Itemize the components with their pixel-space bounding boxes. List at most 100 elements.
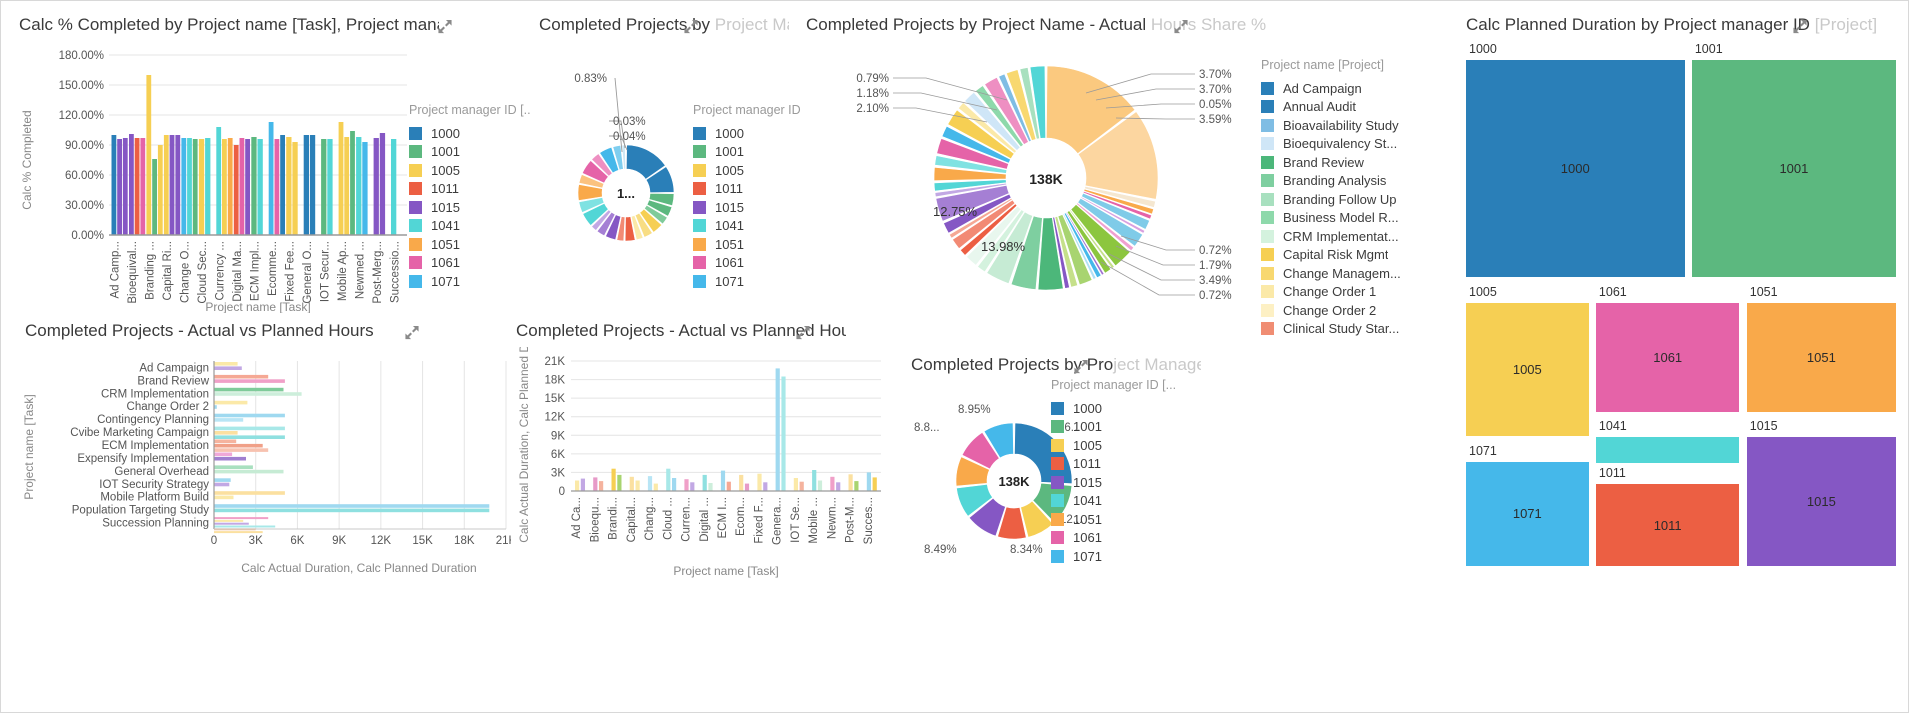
- legend-item[interactable]: 1061: [1051, 529, 1176, 548]
- bar[interactable]: [702, 474, 707, 491]
- bar[interactable]: [214, 392, 302, 396]
- legend-item[interactable]: 1001: [409, 143, 534, 162]
- legend-item[interactable]: 1015: [409, 198, 534, 217]
- bar[interactable]: [214, 522, 249, 525]
- bar[interactable]: [214, 366, 242, 370]
- treemap-cell-body[interactable]: 1000: [1466, 60, 1685, 278]
- bar[interactable]: [848, 474, 853, 491]
- bar[interactable]: [629, 476, 634, 491]
- bar[interactable]: [672, 478, 677, 491]
- treemap-cell-body[interactable]: 1001: [1691, 60, 1896, 278]
- bar[interactable]: [222, 139, 227, 235]
- treemap-cell-body[interactable]: 1071: [1466, 461, 1589, 566]
- bar[interactable]: [690, 482, 695, 491]
- bar[interactable]: [146, 75, 152, 235]
- legend-item[interactable]: Bioavailability Study: [1261, 116, 1401, 135]
- treemap-cell[interactable]: 1001 1001: [1688, 39, 1899, 281]
- expand-icon[interactable]: [404, 325, 420, 340]
- bar[interactable]: [214, 374, 269, 379]
- treemap-cell[interactable]: 1011 1011: [1592, 463, 1743, 569]
- bar[interactable]: [214, 482, 230, 487]
- bar[interactable]: [129, 134, 134, 235]
- bar[interactable]: [214, 517, 269, 520]
- legend-items[interactable]: 1000 1001 1005 1011 1015 1041 1051 1061 1071: [693, 124, 818, 291]
- bar[interactable]: [214, 456, 246, 461]
- bar[interactable]: [793, 478, 798, 491]
- treemap-cell-body[interactable]: 1015: [1746, 437, 1896, 566]
- legend-item[interactable]: Branding Analysis: [1261, 172, 1401, 191]
- bar[interactable]: [214, 405, 217, 409]
- bar[interactable]: [274, 139, 280, 235]
- bar[interactable]: [362, 142, 368, 235]
- bar[interactable]: [214, 519, 244, 522]
- legend-item[interactable]: 1005: [409, 161, 534, 180]
- legend-item[interactable]: 1015: [1051, 473, 1176, 492]
- bar[interactable]: [280, 135, 285, 235]
- bar[interactable]: [245, 139, 250, 235]
- bar[interactable]: [214, 431, 238, 435]
- bar[interactable]: [214, 508, 490, 513]
- legend-item[interactable]: 1000: [409, 124, 534, 143]
- bar-series[interactable]: [111, 75, 397, 235]
- legend-item[interactable]: Capital Risk Mgmt: [1261, 246, 1401, 265]
- legend-item[interactable]: 1005: [693, 161, 818, 180]
- treemap-cell-body[interactable]: 1011: [1595, 484, 1740, 566]
- bar[interactable]: [257, 139, 263, 235]
- legend-item[interactable]: 1015: [693, 198, 818, 217]
- treemap-cell[interactable]: 1061 1061: [1592, 281, 1743, 415]
- legend-item[interactable]: 1071: [1051, 547, 1176, 566]
- bar[interactable]: [214, 469, 284, 474]
- bar[interactable]: [854, 481, 859, 491]
- treemap-cell-body[interactable]: 1051: [1746, 302, 1896, 412]
- legend-item[interactable]: 1011: [1051, 455, 1176, 474]
- legend-item[interactable]: 1000: [1051, 399, 1176, 418]
- bar[interactable]: [303, 135, 309, 235]
- treemap-cell[interactable]: 1071 1071: [1463, 440, 1592, 569]
- bar[interactable]: [781, 376, 786, 492]
- bar[interactable]: [599, 481, 604, 491]
- legend-item[interactable]: 1071: [693, 272, 818, 291]
- bar[interactable]: [214, 418, 244, 422]
- expand-icon[interactable]: [795, 325, 811, 340]
- bar[interactable]: [836, 482, 841, 491]
- bar[interactable]: [214, 362, 238, 366]
- expand-icon[interactable]: [1073, 359, 1089, 374]
- bar[interactable]: [744, 483, 750, 491]
- expand-icon[interactable]: [1792, 19, 1808, 34]
- bar[interactable]: [344, 137, 350, 235]
- bar[interactable]: [726, 481, 731, 491]
- donut-small-svg[interactable]: 0.83% 0.03% 0.04% 1...: [531, 48, 711, 288]
- bar[interactable]: [373, 138, 379, 235]
- bar[interactable]: [391, 139, 397, 235]
- legend-item[interactable]: Branding Follow Up: [1261, 190, 1401, 209]
- bar[interactable]: [653, 483, 658, 491]
- legend-item[interactable]: Clinical Study Star...: [1261, 320, 1401, 339]
- bar[interactable]: [214, 413, 285, 418]
- donut-large-svg[interactable]: 138K 0.79% 1.18% 2.10% 3.70% 3.70% 0.05%…: [821, 38, 1261, 313]
- legend-item[interactable]: 1011: [409, 180, 534, 199]
- expand-icon[interactable]: [1173, 19, 1189, 34]
- bar[interactable]: [214, 495, 234, 500]
- expand-icon[interactable]: [683, 19, 699, 34]
- legend-item[interactable]: Change Managem...: [1261, 264, 1401, 283]
- bar[interactable]: [799, 481, 804, 491]
- legend-item[interactable]: 1005: [1051, 436, 1176, 455]
- bar[interactable]: [117, 139, 122, 235]
- bar[interactable]: [214, 439, 237, 444]
- bar[interactable]: [635, 480, 640, 492]
- treemap-container[interactable]: 1000 1000 1001 1001 1005 1005 1061 1061 1051 1051…: [1463, 39, 1899, 569]
- bar[interactable]: [181, 138, 187, 235]
- bar[interactable]: [720, 470, 726, 491]
- legend-item[interactable]: 1051: [409, 235, 534, 254]
- bar[interactable]: [163, 135, 169, 235]
- treemap-cell[interactable]: 1051 1051: [1743, 281, 1899, 415]
- bar[interactable]: [830, 476, 835, 491]
- bar[interactable]: [122, 138, 128, 235]
- legend-items[interactable]: 1000 1001 1005 1011 1015 1041 1051 1061 1071: [409, 124, 534, 291]
- bar[interactable]: [775, 368, 780, 491]
- legend-item[interactable]: Change Order 1: [1261, 283, 1401, 302]
- legend-item[interactable]: CRM Implementat...: [1261, 227, 1401, 246]
- bar[interactable]: [214, 525, 276, 528]
- bar[interactable]: [611, 468, 616, 491]
- bar[interactable]: [739, 474, 744, 491]
